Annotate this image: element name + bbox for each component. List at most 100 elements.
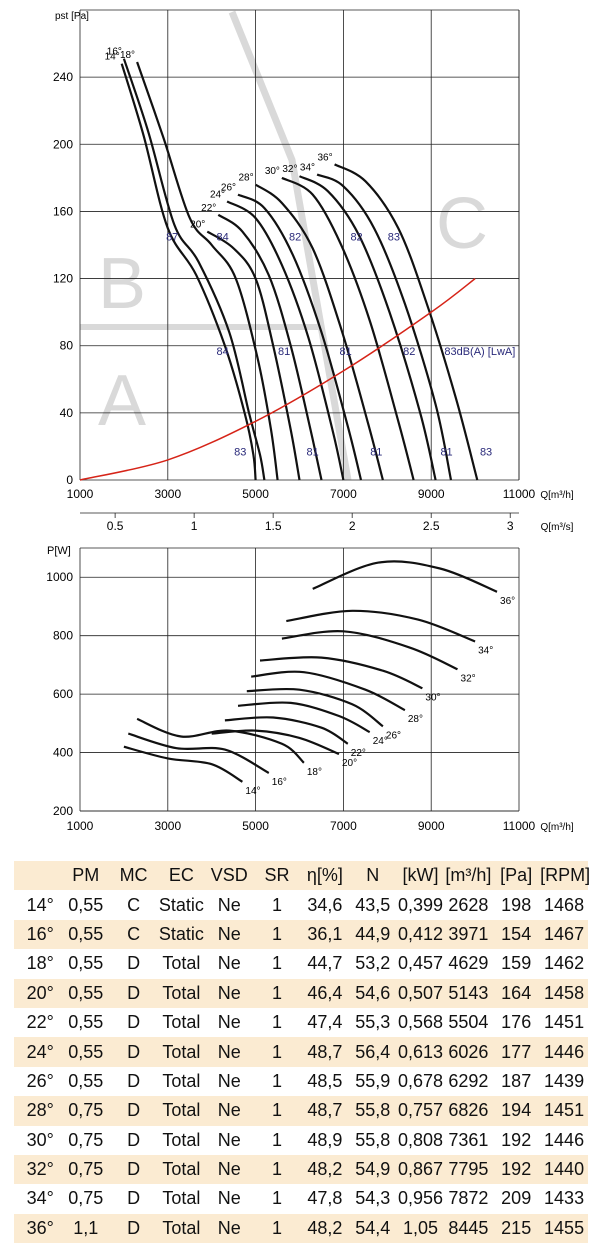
table-cell: 22° [26, 1012, 54, 1033]
table-cell: 48,7 [300, 1037, 349, 1067]
table-cell: 0,808 [398, 1129, 444, 1150]
table-cell: Total [162, 1070, 201, 1091]
fan-curve [120, 63, 257, 481]
y-tick-label: 0 [66, 473, 73, 487]
db-label: 83dB(A) [LwA] [444, 346, 515, 358]
table-row: 20° 0,55 D Total Ne 1 46,4 54,6 0,507 5143 164 1458 [14, 978, 588, 1008]
curve-angle-label: 22° [351, 748, 366, 759]
db-label: 83 [234, 446, 246, 458]
fan-curve [136, 61, 279, 481]
table-cell: 0,956 [398, 1188, 444, 1209]
secondary-x-tick-label: 1.5 [265, 519, 282, 533]
table-cell: 0,75 [61, 1154, 110, 1185]
table-cell: 7795 [444, 1154, 493, 1185]
table-cell: 5143 [444, 978, 493, 1008]
table-cell: 1 [253, 919, 301, 950]
table-cell: 44,7 [307, 953, 343, 974]
y-axis-label: P[W] [47, 545, 71, 557]
table-cell: 0,55 [68, 894, 104, 915]
table-cell: Total [157, 1096, 206, 1126]
table-cell: 53,2 [355, 953, 391, 974]
table-cell: 164 [492, 978, 541, 1008]
table-cell: 0,55 [68, 1012, 104, 1033]
table-cell: 48,9 [307, 1129, 343, 1150]
secondary-x-tick-label: 0.5 [107, 519, 124, 533]
table-cell: 26° [26, 1070, 54, 1091]
table-cell: 24° [14, 1037, 62, 1067]
table-cell: 48,7 [300, 1096, 349, 1126]
table-cell: 0,75 [68, 1188, 104, 1209]
power-curve [237, 701, 371, 734]
curve-angle-label: 36° [317, 152, 332, 163]
secondary-x-tick-label: 2 [349, 519, 356, 533]
column-header: MC [109, 861, 158, 891]
y-axis-label: pst [Pa] [55, 11, 89, 22]
table-cell: 6292 [448, 1070, 489, 1091]
table-cell: 1467 [540, 919, 588, 950]
table-cell: 44,9 [348, 919, 397, 950]
table-cell: 7872 [448, 1188, 489, 1209]
db-label: 81 [440, 446, 452, 458]
power-curve [136, 717, 305, 764]
table-cell: 0,55 [68, 953, 104, 974]
table-cell: Total [157, 1154, 206, 1185]
table-cell: Ne [205, 978, 254, 1008]
table-cell: 1462 [544, 953, 585, 974]
table-cell: 1 [253, 1154, 301, 1185]
table-cell: 36° [14, 1213, 62, 1244]
table-cell: 30° [26, 1129, 54, 1150]
table-cell: D [109, 1096, 158, 1126]
table-cell: 28° [14, 1096, 62, 1126]
db-label: 81 [339, 346, 351, 358]
curve-angle-label: 34° [300, 163, 315, 174]
pressure-chart: AB C 1000 3000 5000 7000 9000 11000 0 40 80 120 160 2… [53, 9, 574, 533]
secondary-x-tick-label: 1 [191, 519, 198, 533]
table-cell: 1 [253, 1037, 301, 1067]
fan-curve [316, 173, 453, 481]
table-cell: 0,678 [398, 1070, 444, 1091]
table-cell: 47,4 [307, 1012, 343, 1033]
x-tick-label: 1000 [67, 819, 94, 833]
table-cell: 56,4 [348, 1037, 397, 1067]
db-label: 82 [350, 232, 362, 244]
db-label: 84 [217, 346, 229, 358]
table-cell: 54,9 [348, 1154, 397, 1185]
fan-curve [206, 230, 301, 481]
table-cell: D [109, 1154, 158, 1185]
table-cell: Ne [217, 1188, 241, 1209]
table-cell: 55,8 [348, 1096, 397, 1126]
table-row: 22° 0,55 D Total Ne 1 47,4 55,3 0,568 5504 176 1451 [14, 1008, 588, 1037]
table-cell: 0,55 [68, 1070, 104, 1091]
x-tick-label: 3000 [154, 487, 181, 501]
table-cell: 1468 [544, 894, 585, 915]
table-cell: 1 [272, 1012, 283, 1033]
x-tick-label: 7000 [330, 487, 357, 501]
table-cell: 48,5 [307, 1070, 343, 1091]
power-curve [312, 560, 498, 593]
table-cell: 43,5 [355, 894, 391, 915]
table-cell: 1440 [540, 1154, 588, 1185]
fan-curve [298, 175, 437, 481]
power-chart: 1000 3000 5000 7000 9000 11000 200 400 600 800 100… [46, 545, 574, 833]
table-cell: Ne [217, 894, 241, 915]
table-cell: 177 [492, 1037, 541, 1067]
table-cell: 1,05 [396, 1213, 445, 1244]
table-cell: Ne [217, 1012, 241, 1033]
table-cell: 1433 [544, 1188, 585, 1209]
table-cell: D [127, 953, 141, 974]
curve-angle-label: 30° [265, 166, 280, 177]
curve-angle-label: 34° [478, 646, 493, 657]
table-cell: 1,1 [61, 1213, 110, 1244]
table-row: 36° 1,1 D Total Ne 1 48,2 54,4 1,05 8445 215 1455 [14, 1213, 588, 1244]
y-tick-label: 600 [53, 687, 73, 701]
table-cell: 54,6 [348, 978, 397, 1008]
curve-angle-label: 22° [201, 203, 216, 214]
table-cell: D [127, 1188, 141, 1209]
fan-curve [122, 58, 266, 481]
column-header: EC [157, 861, 206, 891]
power-curve [246, 687, 384, 728]
table-cell: D [109, 978, 158, 1008]
curve-angle-label: 26° [221, 183, 236, 194]
secondary-x-tick-label: 2.5 [423, 519, 440, 533]
table-cell: 48,2 [300, 1154, 349, 1185]
